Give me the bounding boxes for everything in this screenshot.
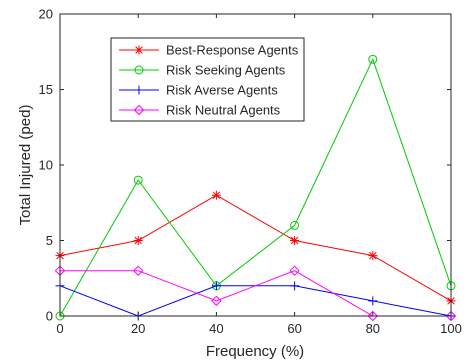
- legend-item: Risk Averse Agents: [119, 83, 278, 98]
- legend-item: Risk Seeking Agents: [119, 63, 286, 78]
- data-point: [290, 220, 300, 230]
- legend-label: Risk Averse Agents: [166, 83, 278, 98]
- legend-label: Risk Neutral Agents: [166, 103, 281, 118]
- y-axis-label: Total Injured (ped): [17, 105, 34, 226]
- x-tick-label: 60: [287, 321, 301, 336]
- x-tick-label: 40: [209, 321, 223, 336]
- data-point: [133, 175, 143, 185]
- data-point: [368, 296, 378, 306]
- data-point: [368, 251, 378, 261]
- data-point: [289, 265, 300, 276]
- legend-label: Best-Response Agents: [166, 43, 299, 58]
- data-point: [290, 281, 300, 291]
- legend-label: Risk Seeking Agents: [166, 63, 286, 78]
- data-point: [211, 295, 222, 307]
- series-line: [59, 57, 452, 317]
- legend: Best-Response Agents Risk Seeking Agents R…: [110, 37, 305, 122]
- x-tick-label: 0: [56, 321, 63, 336]
- x-tick-label: 100: [440, 321, 462, 336]
- x-tick-label: 80: [366, 321, 380, 336]
- y-tick-label: 0: [46, 309, 53, 324]
- series-line: [59, 194, 452, 302]
- y-tick-label: 20: [39, 7, 53, 22]
- data-point: [132, 265, 144, 276]
- data-point: [211, 190, 221, 200]
- data-point: [367, 310, 379, 322]
- legend-item: Risk Neutral Agents: [119, 103, 281, 118]
- legend-marker: [134, 65, 144, 75]
- data-point: [290, 236, 300, 245]
- data-point: [211, 281, 221, 291]
- y-tick-label: 10: [39, 158, 53, 173]
- y-axis: 0 5 10 15 20: [39, 7, 451, 324]
- x-axis: 0 20 40 60 80 100: [56, 14, 462, 336]
- data-point: [368, 54, 378, 64]
- y-tick-label: 15: [39, 82, 53, 97]
- data-point: [445, 310, 457, 322]
- legend-item: Best-Response Agents: [119, 43, 299, 58]
- x-tick-label: 20: [131, 321, 145, 336]
- y-tick-label: 5: [46, 233, 53, 248]
- series-layer: [54, 54, 457, 322]
- legend-marker: [133, 104, 145, 116]
- x-axis-label: Frequency (%): [206, 343, 304, 360]
- legend-box: [110, 37, 305, 122]
- legend-marker: [134, 45, 144, 55]
- legend-marker: [134, 85, 144, 95]
- data-point: [133, 236, 143, 245]
